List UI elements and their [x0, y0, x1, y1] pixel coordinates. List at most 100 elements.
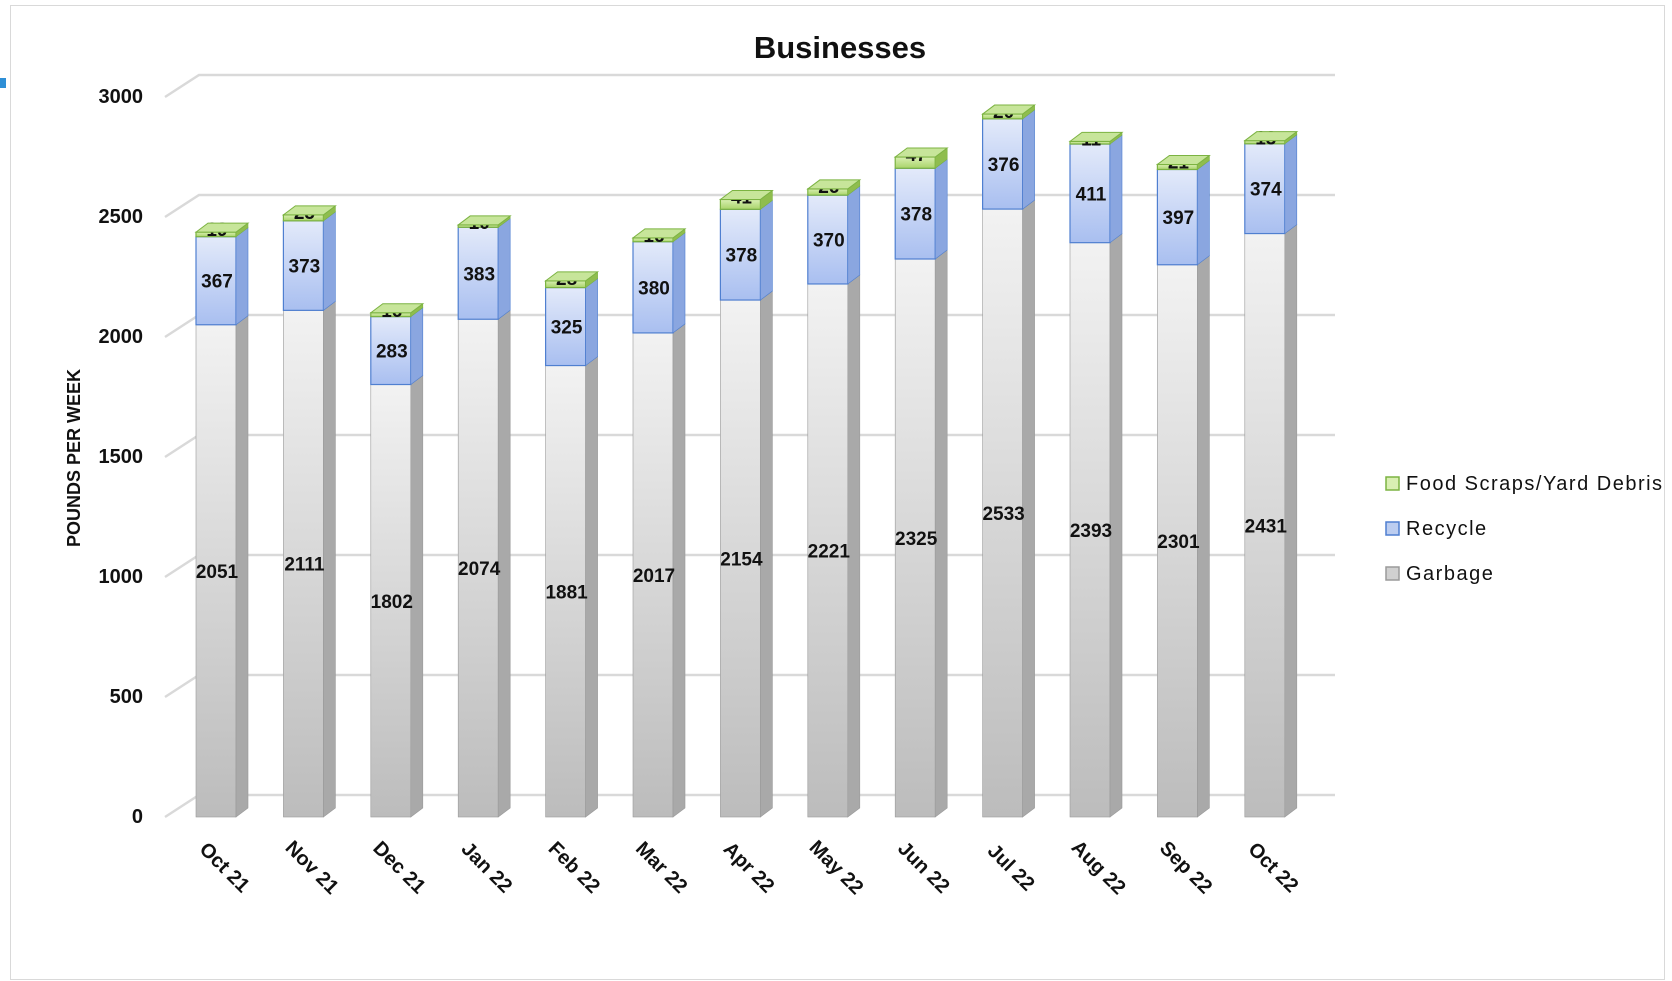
segment-garbage-aug-22 — [1069, 242, 1111, 818]
data-label-recycle: 411 — [1076, 184, 1107, 205]
gridline — [164, 73, 1335, 99]
data-label-recycle: 380 — [638, 278, 670, 299]
segment-recycle-oct-21-side — [235, 227, 249, 326]
segment-garbage-oct-21 — [195, 324, 237, 818]
x-axis-ticks: Oct 21 Nov 21 Dec 21 Jan 22 Feb 22 Mar 22 Apr … — [195, 836, 1303, 899]
legend-label: Food Scraps/Yard Debris — [1406, 473, 1664, 495]
y-tick-label: 0 — [132, 806, 143, 828]
x-tick-label: Oct 22 — [1244, 838, 1303, 897]
segment-garbage-nov-21 — [283, 310, 324, 818]
bar-oct-21: 205136719 — [194, 220, 250, 818]
x-tick-label: Oct 21 — [195, 838, 254, 897]
bar-top-feb-22 — [544, 271, 600, 282]
y-tick-label: 500 — [110, 686, 143, 708]
segment-recycle-apr-22-side — [760, 199, 773, 301]
legend-swatch — [1385, 521, 1400, 536]
y-axis-label: POUNDS PER WEEK — [64, 369, 84, 547]
bar-aug-22: 239341111 — [1068, 129, 1124, 818]
bar-top-apr-22 — [718, 189, 774, 200]
segment-recycle-oct-22 — [1244, 143, 1286, 235]
x-tick-label: Nov 21 — [281, 837, 343, 899]
gridline — [164, 193, 1335, 219]
segment-recycle-oct-21 — [195, 236, 237, 326]
data-label-garbage: 2325 — [895, 529, 938, 550]
bars: 2051367192111373251802283162074383101881… — [194, 102, 1299, 818]
data-label-garbage: 2074 — [458, 559, 501, 580]
segment-garbage-apr-22 — [720, 299, 761, 818]
segment-garbage-feb-22 — [545, 365, 586, 818]
segment-recycle-sep-22-side — [1197, 159, 1210, 266]
bar-top-jul-22 — [981, 104, 1037, 115]
accent-mark — [0, 78, 6, 88]
legend: Food Scraps/Yard Debris Recycle Garbage — [1385, 473, 1664, 585]
bar-nov-21: 211137325 — [281, 203, 337, 818]
data-label-recycle: 397 — [1163, 208, 1195, 229]
data-label-garbage: 2393 — [1070, 521, 1112, 542]
segment-recycle-mar-22-side — [672, 232, 686, 334]
data-label-garbage: 1881 — [545, 582, 588, 603]
segment-garbage-jan-22 — [457, 318, 499, 818]
segment-recycle-feb-22 — [544, 286, 587, 367]
segment-recycle-jan-22 — [457, 226, 499, 320]
segment-recycle-may-22 — [807, 194, 849, 285]
x-tick-label: Feb 22 — [544, 838, 604, 898]
segment-recycle-mar-22 — [632, 241, 674, 334]
segment-recycle-aug-22-side — [1109, 134, 1123, 244]
legend-label: Recycle — [1406, 518, 1488, 540]
data-label-recycle: 325 — [551, 318, 583, 339]
bar-jul-22: 253337620 — [981, 102, 1037, 818]
bar-top-oct-21 — [194, 222, 250, 233]
x-tick-label: Sep 22 — [1155, 837, 1216, 898]
legend-item-garbage: Garbage — [1385, 563, 1493, 585]
data-label-garbage: 2017 — [633, 566, 675, 587]
bar-dec-21: 180228316 — [369, 301, 425, 818]
segment-recycle-apr-22 — [719, 208, 762, 301]
data-label-recycle: 383 — [463, 264, 495, 285]
data-label-garbage: 2533 — [982, 504, 1024, 525]
bar-sep-22: 230139721 — [1155, 152, 1211, 818]
segment-garbage-nov-21-side — [323, 300, 336, 818]
bar-jan-22: 207438310 — [456, 213, 512, 818]
data-label-garbage: 2154 — [720, 550, 763, 571]
x-tick-label: Aug 22 — [1067, 836, 1130, 899]
bar-top-nov-21 — [281, 205, 337, 216]
x-tick-label: Mar 22 — [631, 838, 691, 898]
bar-top-oct-22 — [1243, 131, 1299, 142]
segment-recycle-nov-21-side — [323, 211, 336, 311]
x-tick-label: May 22 — [805, 836, 868, 899]
y-tick-label: 2500 — [99, 206, 144, 228]
data-label-recycle: 370 — [813, 231, 845, 252]
data-label-garbage: 2221 — [808, 541, 851, 562]
bar-apr-22: 215437841 — [718, 187, 774, 818]
data-label-recycle: 373 — [289, 257, 321, 278]
data-label-garbage: 2431 — [1245, 516, 1288, 537]
x-tick-label: Jun 22 — [893, 838, 953, 898]
data-label-recycle: 367 — [201, 272, 233, 293]
x-tick-label: Jul 22 — [983, 840, 1039, 896]
y-tick-label: 2000 — [99, 326, 144, 348]
y-tick-label: 1000 — [99, 566, 144, 588]
bar-jun-22: 232537847 — [893, 145, 949, 818]
y-tick-label: 3000 — [99, 86, 144, 108]
segment-recycle-may-22-side — [847, 185, 861, 285]
bar-top-sep-22 — [1155, 154, 1211, 165]
legend-item-recycle: Recycle — [1385, 518, 1488, 540]
bar-oct-22: 243137413 — [1243, 129, 1299, 818]
segment-recycle-jun-22-side — [934, 158, 948, 260]
y-axis-ticks: 0 500 1000 1500 2000 2500 3000 — [99, 86, 144, 828]
data-label-recycle: 374 — [1250, 180, 1282, 201]
x-tick-label: Dec 21 — [368, 837, 429, 898]
x-tick-label: Jan 22 — [457, 838, 517, 898]
bar-top-may-22 — [806, 179, 862, 190]
bar-mar-22: 201738016 — [631, 226, 687, 818]
bar-top-jan-22 — [456, 215, 512, 226]
bar-top-dec-21 — [369, 303, 425, 314]
segment-recycle-dec-21-side — [410, 307, 424, 386]
data-label-garbage: 2301 — [1157, 532, 1200, 553]
segment-recycle-oct-22-side — [1284, 134, 1298, 235]
segment-recycle-feb-22-side — [585, 277, 598, 367]
data-label-garbage: 2051 — [196, 562, 239, 583]
bar-top-mar-22 — [631, 228, 687, 239]
segment-recycle-jan-22-side — [497, 217, 511, 320]
